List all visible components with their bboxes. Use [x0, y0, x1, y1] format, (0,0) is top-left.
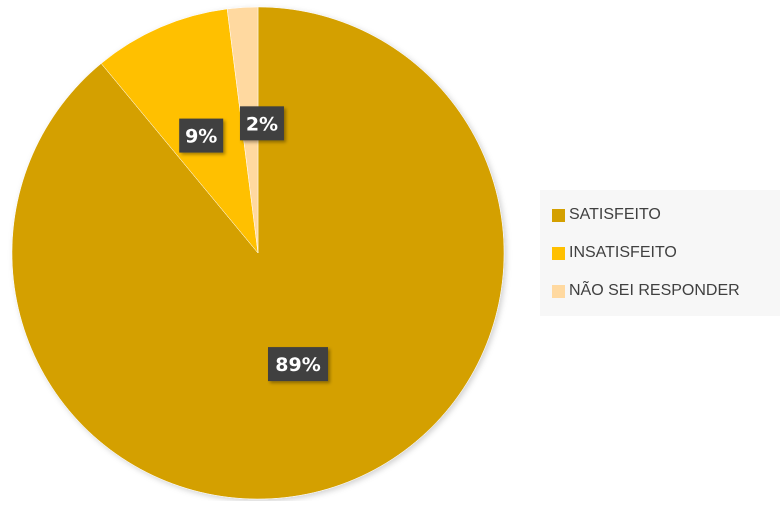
data-label-insatisfeito: 9%	[179, 118, 224, 153]
legend-label-nao-sei-responder: NÃO SEI RESPONDER	[569, 282, 740, 299]
legend-label-insatisfeito: INSATISFEITO	[569, 244, 677, 261]
legend-item-insatisfeito: INSATISFEITO	[540, 234, 780, 272]
data-label-satisfeito: 89%	[267, 347, 328, 382]
data-label-nao-sei-responder: 2%	[239, 106, 284, 141]
legend-item-nao-sei-responder: NÃO SEI RESPONDER	[540, 272, 780, 310]
legend-swatch-nao-sei-responder	[552, 284, 565, 298]
legend-label-satisfeito: SATISFEITO	[569, 206, 661, 223]
data-label-text-insatisfeito: 9%	[185, 126, 217, 148]
chart-legend: SATISFEITO INSATISFEITO NÃO SEI RESPONDE…	[540, 190, 780, 316]
legend-swatch-satisfeito	[552, 208, 565, 222]
pie-data-labels: 89% 9% 2%	[179, 106, 328, 382]
pie-slices	[11, 6, 505, 500]
legend-item-satisfeito: SATISFEITO	[540, 196, 780, 234]
data-label-box-insatisfeito	[179, 118, 224, 153]
data-label-box-nao-sei-responder	[239, 106, 284, 141]
data-label-box-satisfeito	[267, 347, 328, 382]
legend-swatch-insatisfeito	[552, 246, 565, 260]
data-label-text-nao-sei-responder: 2%	[246, 113, 278, 135]
data-label-text-satisfeito: 89%	[275, 354, 320, 376]
